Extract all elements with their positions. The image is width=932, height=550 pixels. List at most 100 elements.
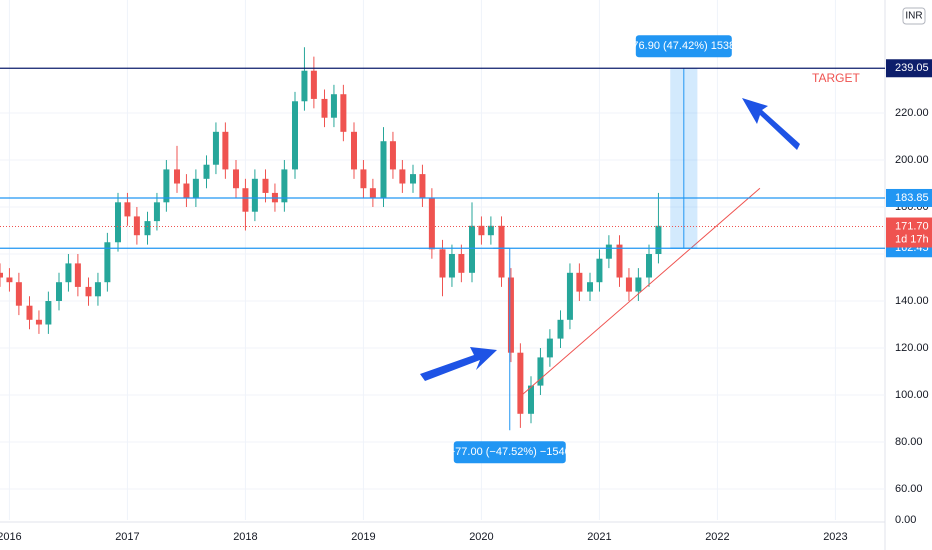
- candle-body: [26, 305, 33, 320]
- candle-body: [310, 70, 317, 99]
- y-tick-label: 60.00: [895, 483, 923, 495]
- measure-label: 76.90 (47.42%) 1538: [632, 40, 735, 52]
- arrow: [420, 347, 497, 381]
- candle-body: [576, 272, 583, 292]
- candle-body: [389, 141, 396, 170]
- y-tick-label: 140.00: [895, 295, 929, 307]
- candle-body: [566, 272, 573, 320]
- candle-body: [56, 282, 62, 302]
- x-tick-label: 2017: [115, 531, 139, 543]
- candle-body: [15, 282, 22, 306]
- candle-body: [0, 272, 3, 278]
- level-label: 183.85: [895, 192, 929, 204]
- trendline: [518, 187, 761, 398]
- measure-label: −77.00 (−47.52%) −1540: [449, 446, 571, 458]
- candle-body: [458, 254, 465, 273]
- candle-body: [528, 385, 534, 414]
- candle-body: [498, 225, 505, 278]
- x-tick-label: 2020: [469, 531, 493, 543]
- candle-body: [94, 282, 101, 297]
- x-tick-label: 2019: [351, 531, 375, 543]
- x-tick-label: 2018: [233, 531, 257, 543]
- candle-body: [192, 178, 199, 198]
- candle-body: [360, 169, 367, 189]
- measure-label-box: [635, 35, 732, 58]
- last-price-box: [886, 217, 932, 248]
- candle-body: [104, 242, 111, 283]
- candle-body: [478, 225, 485, 236]
- x-tick-label: 2022: [705, 531, 729, 543]
- candle-body: [163, 169, 170, 203]
- candle-body: [557, 319, 564, 339]
- candle-body: [35, 319, 42, 325]
- candle-body: [410, 174, 416, 184]
- arrow: [742, 98, 800, 150]
- candle-body: [546, 338, 553, 358]
- countdown-label: 1d 17h: [895, 233, 929, 245]
- candle-body: [45, 301, 52, 325]
- candle-body: [292, 101, 298, 170]
- candle-body: [233, 169, 239, 189]
- candle-body: [281, 169, 288, 203]
- candle-body: [517, 352, 524, 414]
- candle-body: [340, 94, 347, 132]
- candle-body: [399, 169, 406, 184]
- candle-body: [85, 286, 92, 297]
- candle-body: [124, 202, 131, 217]
- candle-body: [133, 216, 140, 236]
- candle-body: [635, 277, 642, 292]
- x-tick-label: 2023: [823, 531, 847, 543]
- candle-body: [625, 277, 632, 292]
- candle-body: [605, 244, 612, 259]
- level-label: 239.05: [895, 62, 929, 74]
- candle-body: [646, 254, 652, 278]
- measure-label-box: [453, 441, 566, 464]
- candle-body: [616, 244, 623, 278]
- measure-range: [493, 248, 510, 430]
- level-label-box: [886, 188, 932, 207]
- candle-body: [469, 225, 475, 273]
- x-tick-label: 2021: [587, 531, 611, 543]
- candle-body: [351, 131, 357, 170]
- candle-body: [439, 249, 446, 278]
- candle-body: [203, 164, 210, 179]
- candle-body: [419, 174, 426, 198]
- candle-body: [262, 178, 269, 193]
- candle-body: [222, 131, 229, 170]
- candle-body: [596, 258, 603, 283]
- candle-body: [242, 188, 249, 212]
- y-tick-label: 80.00: [895, 436, 923, 448]
- currency: INR: [905, 11, 922, 22]
- candle-body: [587, 282, 593, 292]
- candle-body: [65, 263, 72, 283]
- y-tick-label: 120.00: [895, 342, 929, 354]
- annotation: TARGET: [812, 71, 860, 85]
- candle-body: [251, 178, 258, 212]
- candle-body: [380, 141, 387, 198]
- candle-body: [655, 225, 662, 255]
- candle-body: [301, 70, 308, 102]
- candle-body: [174, 169, 180, 184]
- candle-body: [74, 263, 81, 287]
- candle-body: [321, 98, 328, 118]
- level-label-box: [886, 59, 932, 78]
- currency-badge[interactable]: [902, 7, 926, 25]
- plot: 76.90 (47.42%) 1538 −77.00 (−47.52%) −154…: [0, 0, 885, 520]
- candle-body: [487, 225, 494, 236]
- last-price-label: 171.70: [895, 220, 929, 232]
- y-tick-label: 220.00: [895, 107, 929, 119]
- candle-body: [153, 202, 160, 222]
- candle-body: [507, 277, 514, 353]
- candle-body: [537, 357, 544, 386]
- y-tick-label: 100.00: [895, 389, 929, 401]
- candle-body: [330, 94, 337, 118]
- volume-scale-label: 0.00: [895, 514, 916, 526]
- candle-body: [448, 254, 455, 278]
- candle-body: [369, 188, 376, 198]
- candle-body: [115, 202, 121, 243]
- candle-body: [212, 131, 219, 165]
- y-tick-label: 200.00: [895, 154, 929, 166]
- candle-body: [183, 183, 190, 198]
